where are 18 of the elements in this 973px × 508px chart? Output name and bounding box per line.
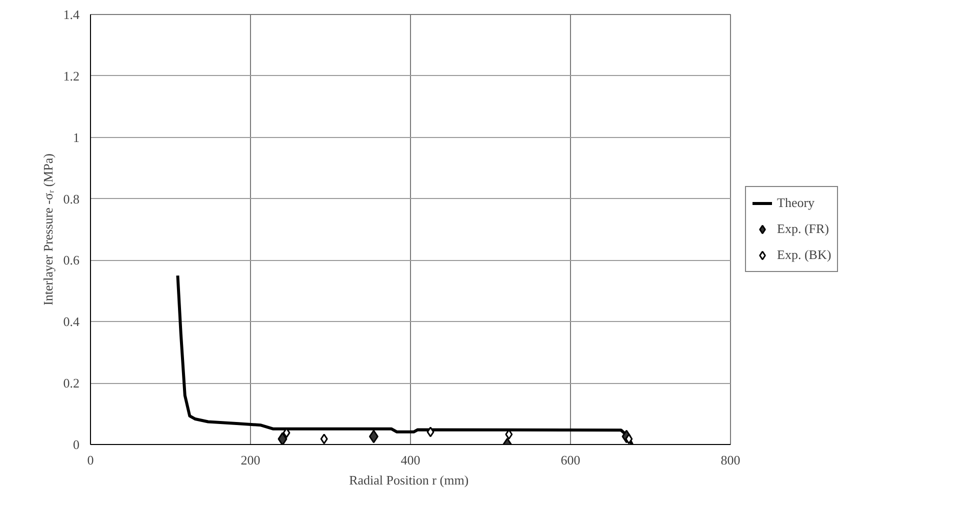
x-axis-title: Radial Position r (mm) (349, 472, 469, 488)
y-tick-label: 0.2 (63, 376, 80, 391)
y-tick-label: 1.2 (63, 68, 80, 84)
y-tick-label: 0.6 (63, 252, 80, 268)
x-tick-label: 0 (87, 452, 94, 468)
y-tick-label: 1.4 (63, 7, 80, 22)
x-tick-label: 800 (720, 452, 740, 468)
y-tick-label: 1 (73, 130, 80, 145)
y-axis-title: Interlayer Pressure -σᵣ (MPa) (40, 154, 56, 306)
x-tick-label: 200 (240, 452, 260, 468)
x-tick-label: 400 (400, 452, 420, 468)
y-tick-label: 0.8 (63, 191, 80, 206)
y-tick-label: 0.4 (63, 314, 80, 330)
x-tick-label: 600 (560, 452, 580, 468)
y-tick-label: 0 (73, 437, 80, 452)
legend-label: Theory (777, 195, 815, 211)
legend-label: Exp. (BK) (777, 247, 832, 263)
legend-label: Exp. (FR) (777, 221, 829, 237)
